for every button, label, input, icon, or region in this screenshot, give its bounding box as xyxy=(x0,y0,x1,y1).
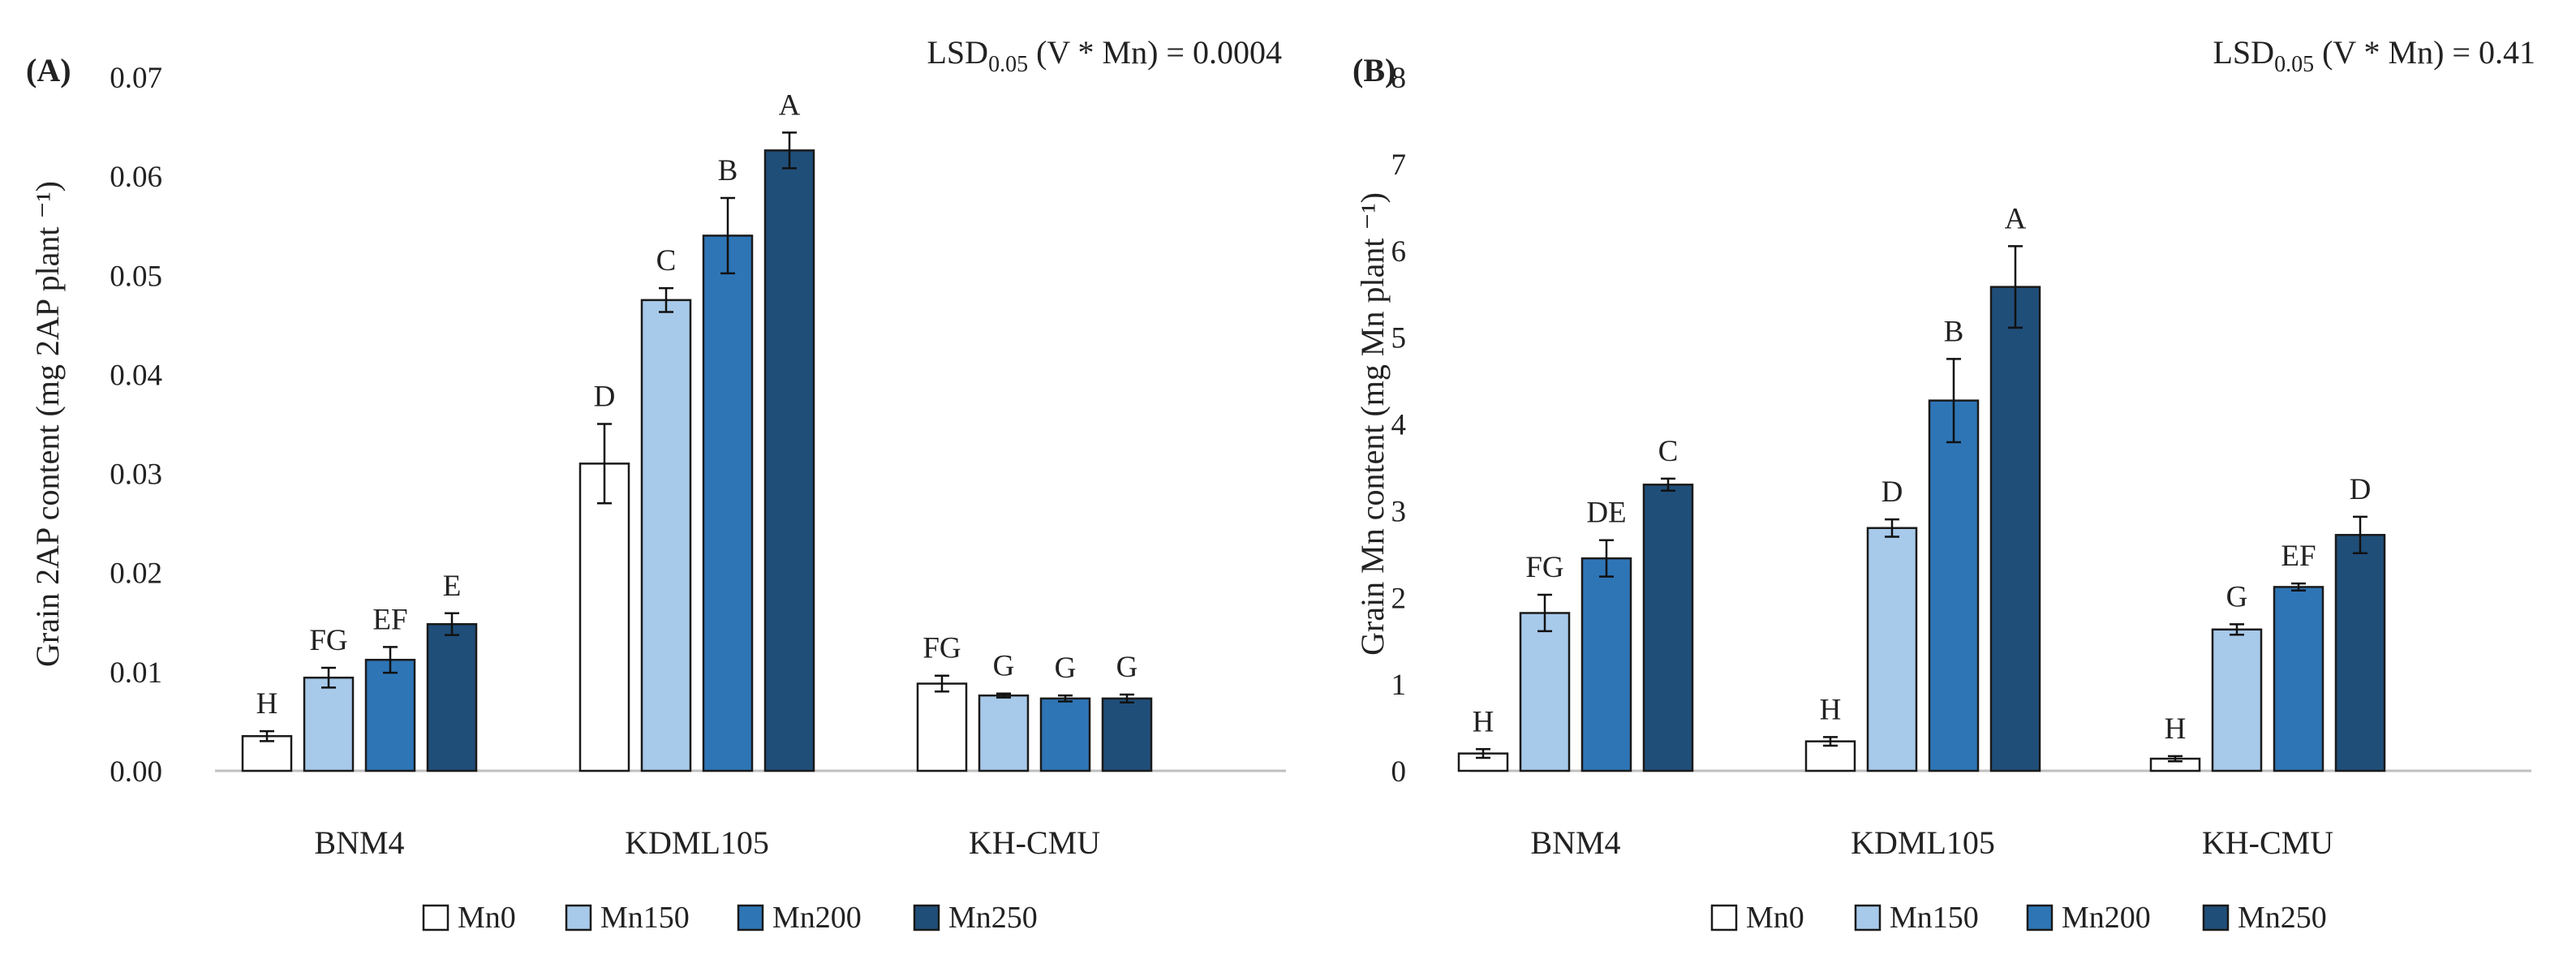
significance-letter: D xyxy=(1881,475,1903,509)
legend-label: Mn150 xyxy=(600,901,690,935)
y-axis-label: Grain 2AP content (mg 2AP plant ⁻¹) xyxy=(29,181,66,667)
lsd-annotation: LSD0.05 (V * Mn) = 0.0004 xyxy=(927,34,1282,77)
significance-letter: B xyxy=(1944,315,1964,348)
legend-label: Mn250 xyxy=(2238,901,2327,935)
bar xyxy=(303,676,355,772)
significance-letter: H xyxy=(256,687,278,721)
significance-letter: EF xyxy=(372,603,407,636)
significance-letter: D xyxy=(2350,473,2372,506)
x-tick-label: KDML105 xyxy=(625,824,769,861)
legend-label: Mn0 xyxy=(1746,901,1804,935)
significance-letter: E xyxy=(443,570,462,603)
significance-letter: G xyxy=(1116,651,1138,684)
legend-swatch xyxy=(2026,904,2053,931)
bar xyxy=(426,622,478,772)
bar xyxy=(2334,534,2386,772)
bar xyxy=(763,149,815,772)
bar xyxy=(1989,286,2041,772)
y-tick-label: 0.01 xyxy=(110,656,162,690)
significance-letter: H xyxy=(2165,712,2187,746)
y-axis-label: Grain Mn content (mg Mn plant ⁻¹) xyxy=(1354,192,1391,656)
bar xyxy=(702,234,754,772)
bar xyxy=(1642,484,1694,772)
significance-letter: B xyxy=(718,154,738,187)
legend-swatch xyxy=(1710,904,1738,931)
significance-letter: G xyxy=(2226,580,2248,613)
y-tick-label: 0.05 xyxy=(110,260,162,293)
bar xyxy=(1039,697,1091,772)
y-tick-label: 0.04 xyxy=(110,359,162,392)
significance-letter: FG xyxy=(922,632,961,665)
y-tick-label: 1 xyxy=(1391,669,1407,702)
significance-letter: D xyxy=(594,381,616,414)
lsd-suffix: (V * Mn) = 0.0004 xyxy=(1028,34,1282,71)
legend-swatch xyxy=(565,904,592,931)
bar xyxy=(640,299,692,772)
bar xyxy=(578,462,630,772)
panel-b: (B) LSD0.05 (V * Mn) = 0.41 Grain Mn conte… xyxy=(1353,34,2535,935)
panel-label: (A) xyxy=(26,52,71,88)
legend-swatch xyxy=(737,904,764,931)
x-tick-label: KH-CMU xyxy=(2202,824,2333,861)
legend-swatch xyxy=(913,904,940,931)
y-tick-label: 3 xyxy=(1391,495,1407,528)
y-tick-label: 0.07 xyxy=(110,62,162,95)
panel-label: (B) xyxy=(1353,52,1396,88)
legend-swatch xyxy=(1854,904,1881,931)
lsd-suffix: (V * Mn) = 0.41 xyxy=(2314,34,2535,71)
bar xyxy=(978,694,1030,772)
y-tick-label: 6 xyxy=(1391,235,1407,269)
legend-swatch xyxy=(422,904,449,931)
bar xyxy=(1928,399,1980,772)
significance-letter: A xyxy=(779,88,801,122)
significance-letter: C xyxy=(656,244,677,277)
bar xyxy=(364,658,416,772)
bar xyxy=(2211,628,2263,772)
significance-letter: FG xyxy=(1525,551,1563,584)
legend-label: Mn200 xyxy=(2062,901,2151,935)
significance-letter: C xyxy=(1658,435,1679,468)
significance-letter: A xyxy=(2005,202,2027,235)
legend-swatch xyxy=(2202,904,2230,931)
significance-letter: DE xyxy=(1586,497,1626,530)
significance-letter: EF xyxy=(2281,540,2316,573)
y-tick-label: 0 xyxy=(1391,755,1407,789)
significance-letter: H xyxy=(1473,705,1494,738)
y-tick-label: 0.06 xyxy=(110,161,162,194)
significance-letter: G xyxy=(1055,652,1077,685)
legend-label: Mn0 xyxy=(458,901,516,935)
y-tick-label: 7 xyxy=(1391,148,1407,182)
lsd-subscript: 0.05 xyxy=(2274,52,2314,77)
legend-label: Mn150 xyxy=(1890,901,1979,935)
y-tick-label: 4 xyxy=(1391,409,1407,442)
legend-label: Mn250 xyxy=(948,901,1038,935)
bar xyxy=(2273,586,2324,772)
significance-letter: FG xyxy=(309,624,347,657)
legend-label: Mn200 xyxy=(772,901,862,935)
lsd-annotation: LSD0.05 (V * Mn) = 0.41 xyxy=(2213,34,2535,77)
bar xyxy=(1101,697,1153,772)
y-tick-label: 0.02 xyxy=(110,557,162,591)
x-tick-label: KDML105 xyxy=(1851,824,1995,861)
y-tick-label: 8 xyxy=(1391,62,1407,95)
y-tick-label: 5 xyxy=(1391,322,1407,355)
bar xyxy=(1580,557,1632,772)
bar xyxy=(916,682,968,772)
lsd-subscript: 0.05 xyxy=(988,52,1028,77)
lsd-prefix: LSD xyxy=(927,34,988,71)
significance-letter: G xyxy=(993,650,1015,683)
y-tick-label: 2 xyxy=(1391,582,1407,615)
significance-letter: H xyxy=(1820,693,1842,726)
x-tick-label: BNM4 xyxy=(314,824,404,861)
bar xyxy=(1866,527,1918,772)
x-tick-label: KH-CMU xyxy=(969,824,1100,861)
x-tick-label: BNM4 xyxy=(1530,824,1620,861)
lsd-prefix: LSD xyxy=(2213,34,2274,71)
bar xyxy=(1519,612,1571,772)
y-tick-label: 0.00 xyxy=(110,755,162,789)
y-tick-label: 0.03 xyxy=(110,458,162,492)
